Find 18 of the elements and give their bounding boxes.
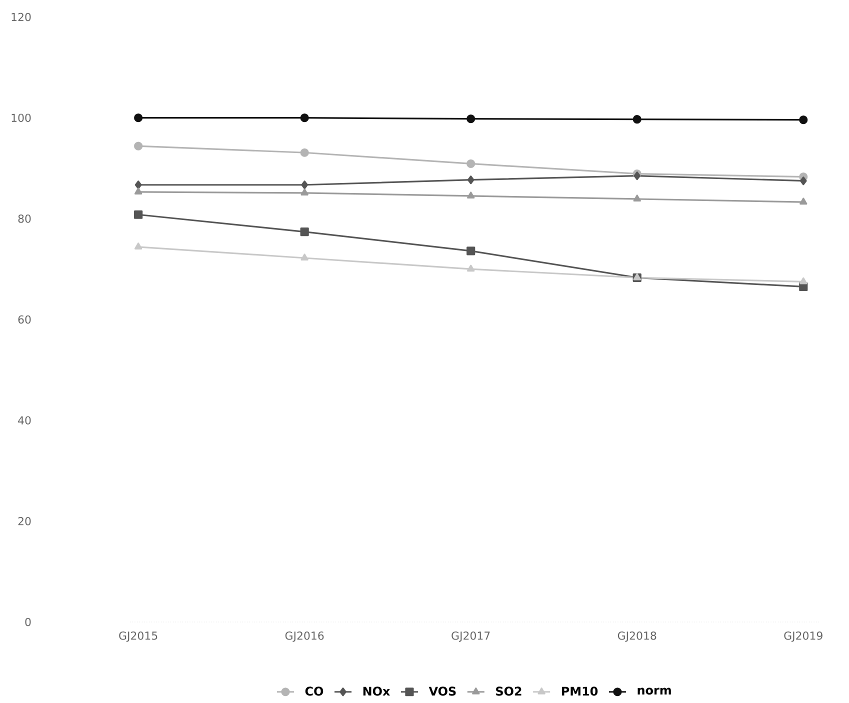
y-tick-label: 40 <box>18 416 31 424</box>
legend-label: VOS <box>428 686 456 696</box>
legend-label: CO <box>305 686 324 696</box>
y-tick-label: 60 <box>18 315 31 324</box>
legend-label: PM10 <box>562 686 598 696</box>
x-tick-label: GJ2016 <box>285 632 324 642</box>
legend-label: NOx <box>363 686 390 696</box>
y-tick-label: 20 <box>18 517 31 526</box>
y-tick-label: 0 <box>25 618 31 626</box>
x-tick-label: GJ2017 <box>452 632 490 642</box>
x-tick-label: GJ2015 <box>119 632 158 642</box>
legend-label: norm <box>638 688 671 695</box>
y-tick-label: 100 <box>12 114 31 122</box>
x-tick-label: GJ2018 <box>618 632 656 642</box>
legend-label: SO2 <box>496 686 522 696</box>
y-tick-label: 80 <box>18 214 31 223</box>
y-tick-label: 120 <box>12 12 31 22</box>
x-tick-label: GJ2019 <box>784 632 822 642</box>
